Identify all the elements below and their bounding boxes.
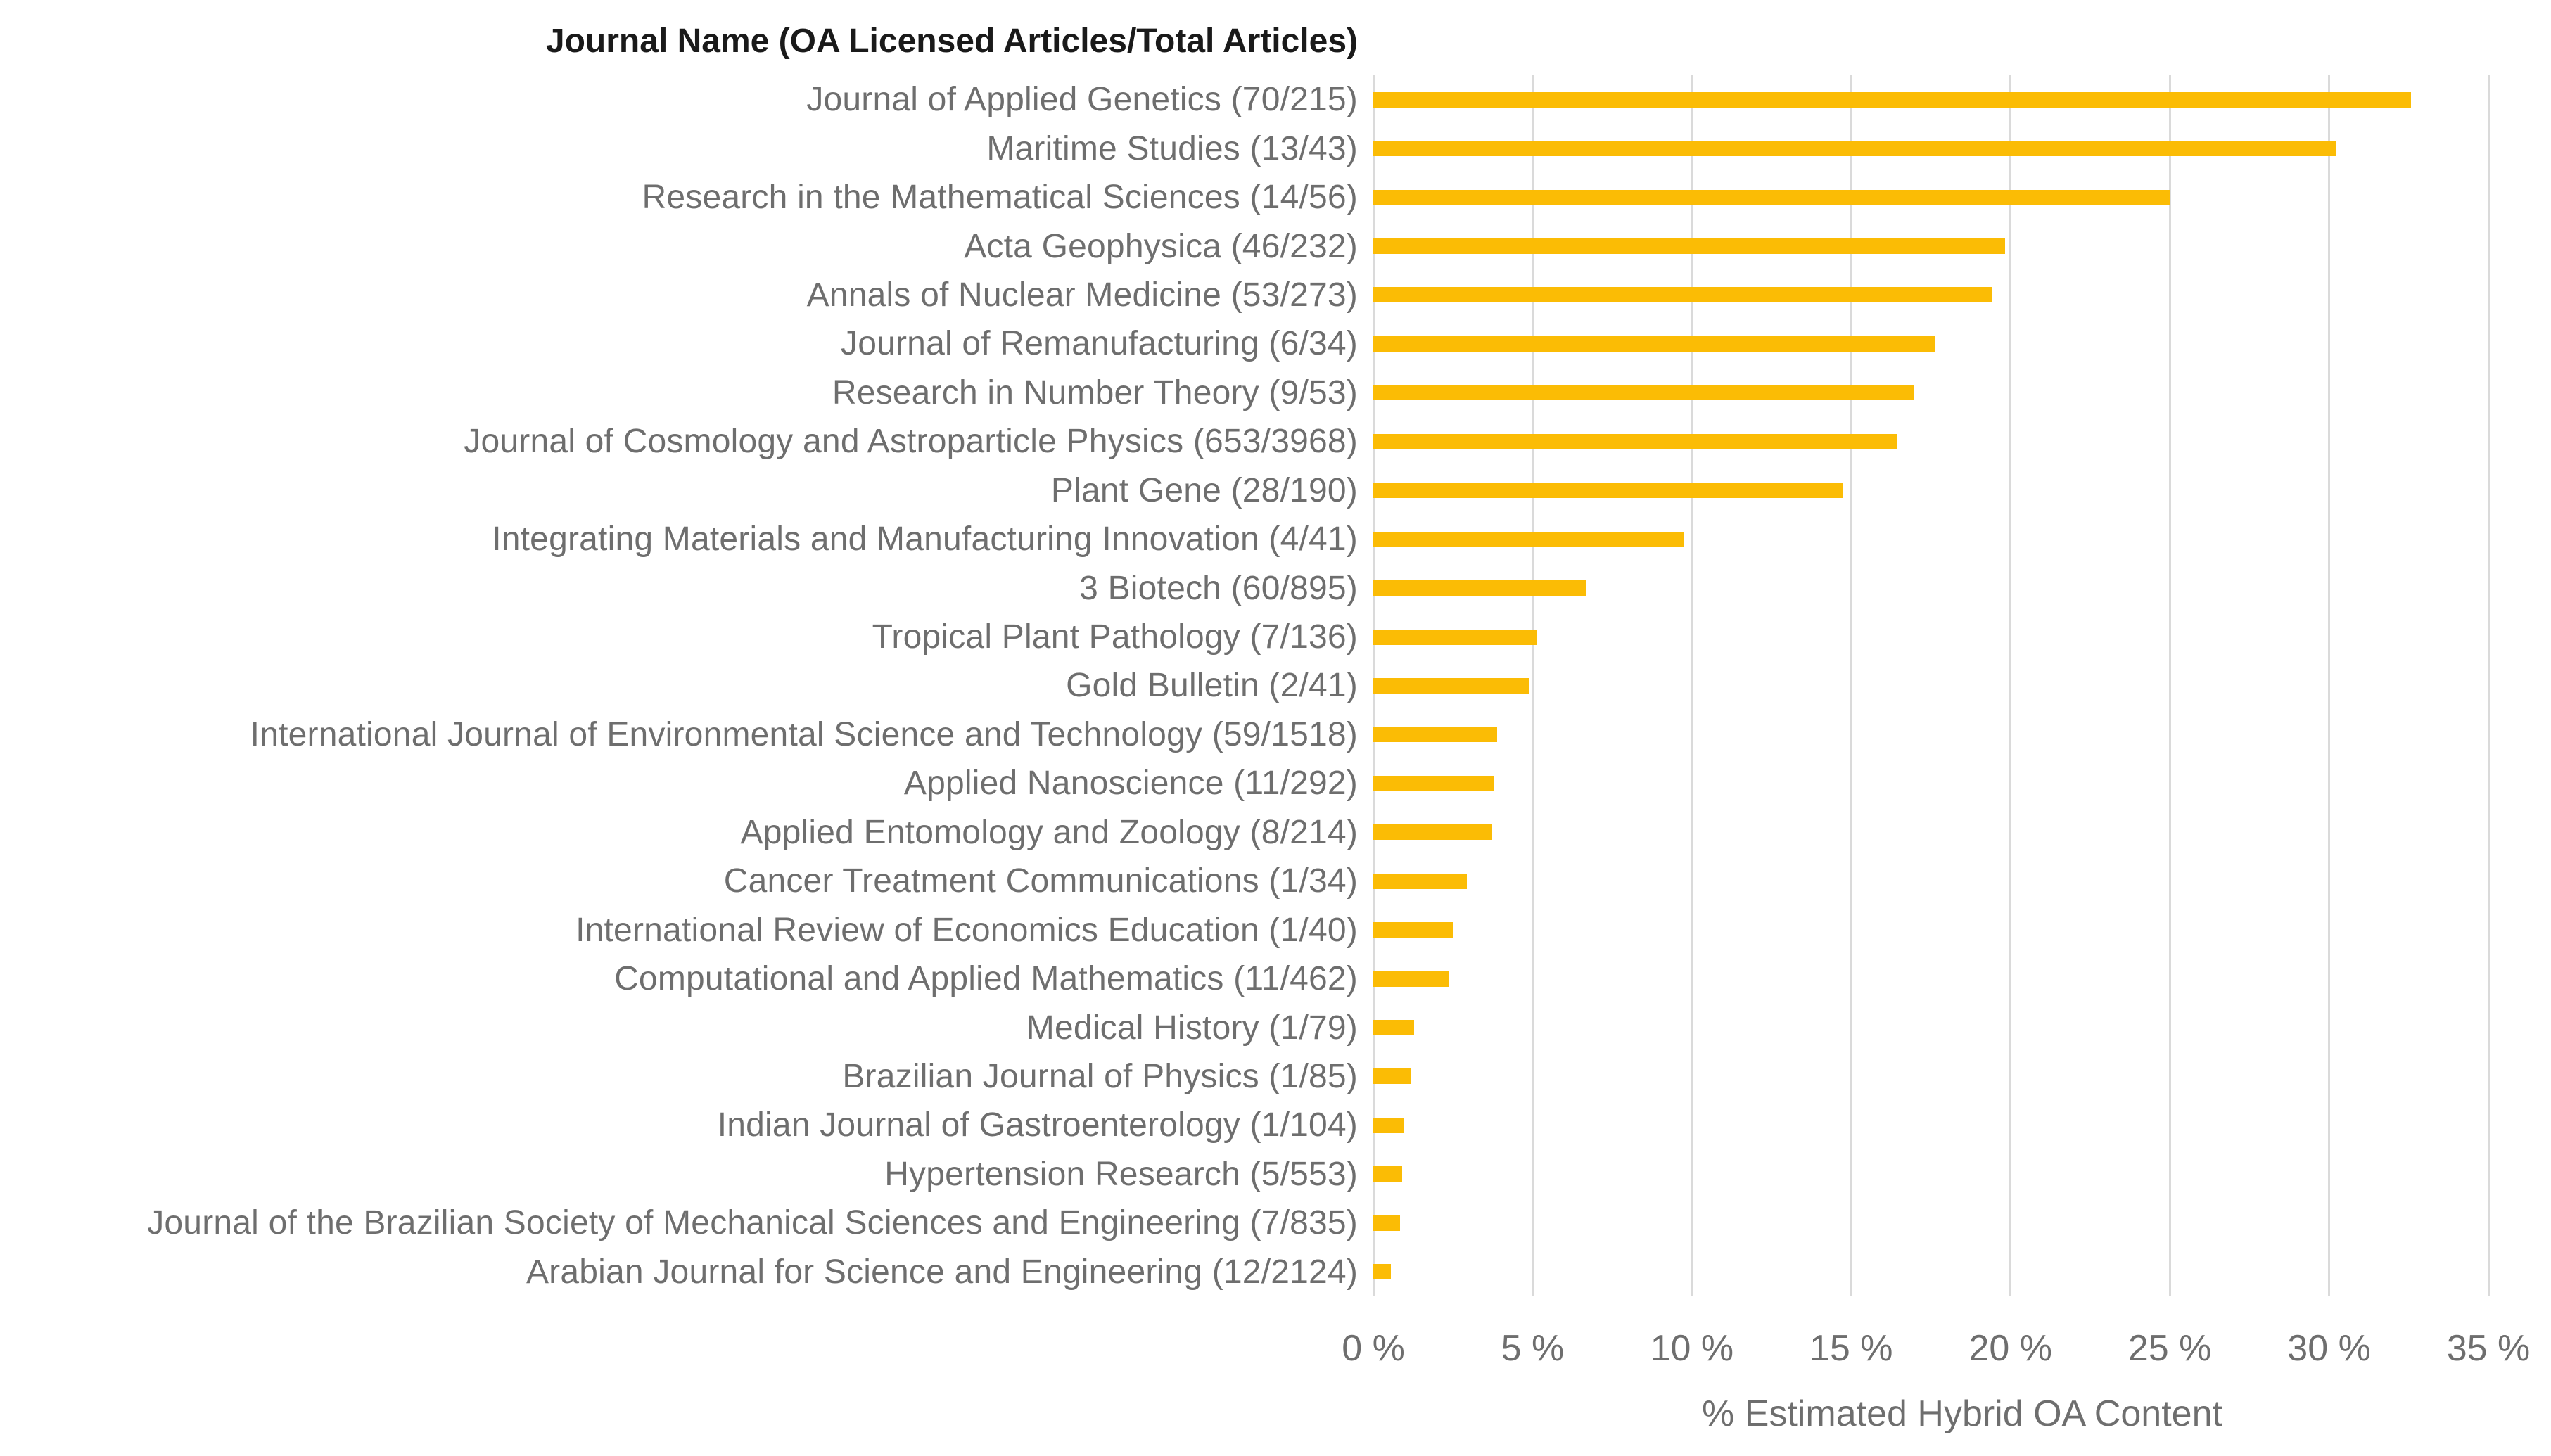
- gridline: [2328, 75, 2331, 1296]
- bar: [1373, 1068, 1411, 1085]
- gridline: [1850, 75, 1852, 1296]
- bar: [1373, 336, 1936, 352]
- x-tick-label: 5 %: [1501, 1328, 1565, 1369]
- bar-row: [1373, 466, 2551, 515]
- bar-row: [1373, 124, 2551, 172]
- category-axis: Journal of Applied Genetics (70/215) Mari…: [0, 75, 1358, 1296]
- bar-row: [1373, 613, 2551, 661]
- gridline: [2168, 75, 2171, 1296]
- category-label: Integrating Materials and Manufacturing …: [492, 521, 1358, 558]
- x-tick-label: 20 %: [1968, 1328, 2052, 1369]
- x-tick-label: 25 %: [2127, 1328, 2212, 1369]
- category-label: International Journal of Environmental S…: [250, 715, 1358, 753]
- category-label: Medical History (1/79): [1026, 1009, 1358, 1047]
- bar: [1373, 677, 1529, 694]
- bar-row: [1373, 710, 2551, 759]
- gridline: [2009, 75, 2012, 1296]
- category-label: Brazilian Journal of Physics (1/85): [842, 1057, 1358, 1095]
- category-label: International Review of Economics Educat…: [575, 911, 1358, 949]
- bar: [1373, 433, 1898, 449]
- gridline: [1691, 75, 1693, 1296]
- bar-rows: [1373, 75, 2551, 1296]
- bar: [1373, 873, 1468, 889]
- category-label: Annals of Nuclear Medicine (53/273): [806, 276, 1358, 314]
- category-label: Cancer Treatment Communications (1/34): [723, 862, 1358, 900]
- category-label: Applied Entomology and Zoology (8/214): [740, 813, 1358, 851]
- bar-row: [1373, 759, 2551, 807]
- x-axis: 0 % 5 % 10 % 15 % 20 % 25 % 30 % 35 %: [1342, 1296, 2551, 1374]
- bar: [1373, 922, 1453, 938]
- category-label: Journal of Applied Genetics (70/215): [806, 81, 1358, 119]
- category-label: Gold Bulletin (2/41): [1066, 667, 1358, 705]
- category-label: Research in Number Theory (9/53): [832, 373, 1358, 411]
- bar: [1373, 1117, 1404, 1133]
- bar: [1373, 91, 2411, 108]
- bar-row: [1373, 515, 2551, 563]
- plot-area: [1372, 75, 2551, 1296]
- x-tick-label: 10 %: [1650, 1328, 1734, 1369]
- bar: [1373, 1215, 1401, 1231]
- bar: [1373, 483, 1843, 499]
- bar: [1373, 580, 1587, 596]
- category-label: Plant Gene (28/190): [1050, 471, 1358, 509]
- category-label: Hypertension Research (5/553): [884, 1155, 1358, 1193]
- bar-row: [1373, 222, 2551, 270]
- bar-row: [1373, 319, 2551, 368]
- x-tick-label: 35 %: [2446, 1328, 2531, 1369]
- bar: [1373, 141, 2336, 157]
- bar-row: [1373, 857, 2551, 905]
- bar: [1373, 775, 1494, 791]
- bar-row: [1373, 75, 2551, 124]
- bar: [1373, 727, 1498, 743]
- bar-row: [1373, 417, 2551, 466]
- bar-row: [1373, 369, 2551, 417]
- category-label: Indian Journal of Gastroenterology (1/10…: [717, 1106, 1358, 1144]
- category-label: Computational and Applied Mathematics (1…: [614, 960, 1358, 998]
- bar: [1373, 287, 1992, 303]
- bar: [1373, 971, 1449, 987]
- bar-row: [1373, 808, 2551, 857]
- bar: [1373, 531, 1684, 547]
- bar-row: [1373, 1199, 2551, 1247]
- x-tick-label: 15 %: [1809, 1328, 1893, 1369]
- bar: [1373, 1020, 1414, 1036]
- category-label: Acta Geophysica (46/232): [964, 227, 1358, 265]
- bar: [1373, 385, 1914, 401]
- x-tick-label: 30 %: [2287, 1328, 2371, 1369]
- bar-row: [1373, 1052, 2551, 1101]
- category-label: Maritime Studies (13/43): [986, 129, 1358, 167]
- bar-row: [1373, 1150, 2551, 1199]
- x-axis-title: % Estimated Hybrid OA Content: [1702, 1393, 2222, 1434]
- bar: [1373, 629, 1538, 645]
- bar-row: [1373, 661, 2551, 710]
- bar-row: [1373, 173, 2551, 222]
- category-label: Journal of Cosmology and Astroparticle P…: [464, 423, 1358, 461]
- bar-row: [1373, 1248, 2551, 1296]
- gridline: [2487, 75, 2490, 1296]
- category-label: Journal of Remanufacturing (6/34): [841, 325, 1358, 363]
- bar-row: [1373, 905, 2551, 954]
- category-label: Tropical Plant Pathology (7/136): [872, 618, 1358, 656]
- bar-row: [1373, 954, 2551, 1003]
- category-label: Journal of the Brazilian Society of Mech…: [147, 1204, 1358, 1242]
- bar: [1373, 238, 2006, 255]
- bar: [1373, 1166, 1402, 1182]
- category-label: Research in the Mathematical Sciences (1…: [642, 179, 1358, 217]
- bar-row: [1373, 1101, 2551, 1149]
- category-label: 3 Biotech (60/895): [1079, 569, 1358, 607]
- category-label: Applied Nanoscience (11/292): [903, 765, 1358, 803]
- x-tick-label: 0 %: [1342, 1328, 1405, 1369]
- bar: [1373, 824, 1493, 841]
- bar: [1373, 1264, 1392, 1280]
- chart-title: Journal Name (OA Licensed Articles/Total…: [545, 23, 1358, 60]
- bar-row: [1373, 1003, 2551, 1052]
- gridline: [1531, 75, 1534, 1296]
- bar: [1373, 189, 2170, 205]
- bar-row: [1373, 563, 2551, 612]
- category-label: Arabian Journal for Science and Engineer…: [526, 1253, 1358, 1291]
- bar-row: [1373, 271, 2551, 319]
